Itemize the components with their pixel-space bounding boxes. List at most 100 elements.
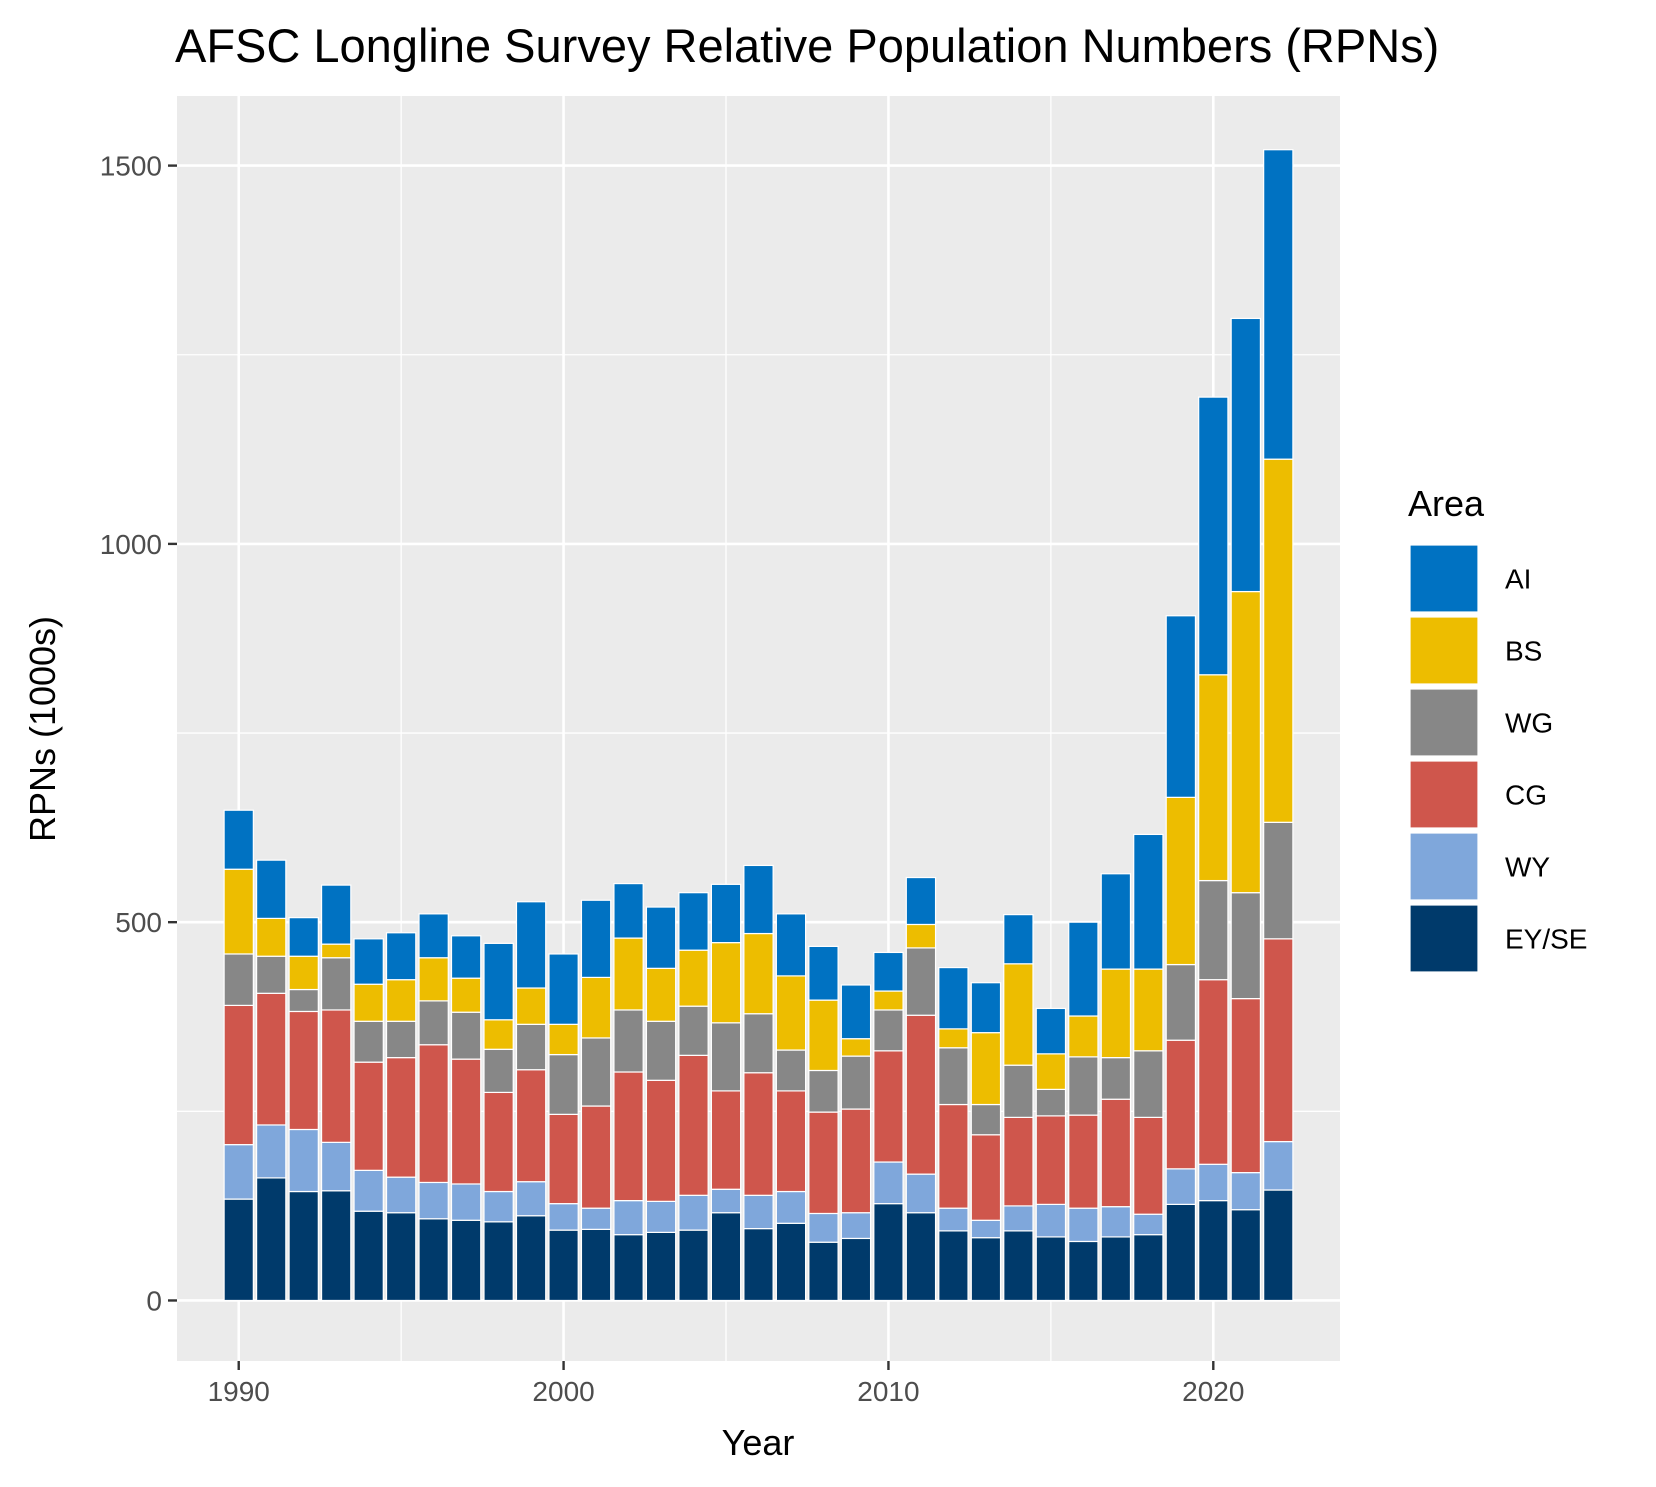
bar-segment-ey-se-2004 xyxy=(678,1229,709,1302)
bar-segment-cg-1995 xyxy=(385,1057,417,1178)
bar-stack-2005 xyxy=(710,883,742,1302)
bar-segment-wy-2017 xyxy=(1100,1206,1132,1238)
bar-segment-wy-2003 xyxy=(645,1200,677,1233)
x-tick-label: 1990 xyxy=(208,1376,270,1407)
y-axis: 0 500 1000 1500 xyxy=(100,151,177,1316)
bar-segment-cg-2016 xyxy=(1068,1114,1099,1209)
bar-segment-bs-2001 xyxy=(580,976,612,1039)
bar-segment-cg-2001 xyxy=(580,1105,612,1209)
bar-segment-wg-2004 xyxy=(678,1005,709,1056)
bar-segment-ai-1990 xyxy=(223,809,254,870)
bar-stack-2018 xyxy=(1133,833,1164,1302)
bar-segment-bs-2007 xyxy=(775,975,807,1051)
bar-segment-wy-2002 xyxy=(613,1200,644,1236)
bar-segment-wy-2004 xyxy=(678,1194,709,1231)
bar-segment-ai-2000 xyxy=(548,953,579,1025)
bar-segment-wg-2019 xyxy=(1165,963,1197,1041)
bar-stack-2021 xyxy=(1230,317,1262,1302)
x-axis-title: Year xyxy=(722,1422,795,1463)
bar-segment-ey-se-2002 xyxy=(613,1234,644,1302)
bar-segment-wg-2012 xyxy=(938,1047,969,1106)
bar-stack-2004 xyxy=(678,892,709,1302)
bar-segment-wg-2014 xyxy=(1003,1064,1034,1118)
bar-segment-ai-2021 xyxy=(1230,317,1262,593)
bar-segment-bs-2011 xyxy=(905,923,937,949)
bar-stack-2010 xyxy=(873,951,904,1302)
bar-stack-2017 xyxy=(1100,873,1132,1302)
bar-segment-wy-2016 xyxy=(1068,1207,1099,1243)
bar-segment-wg-2002 xyxy=(613,1009,644,1073)
y-tick-label: 1000 xyxy=(100,529,162,560)
bar-segment-ai-2012 xyxy=(938,966,969,1030)
legend-key-bs xyxy=(1409,616,1479,685)
bar-segment-ai-2010 xyxy=(873,951,904,992)
bar-segment-ai-2017 xyxy=(1100,873,1132,970)
bar-stack-2007 xyxy=(775,913,807,1302)
bars xyxy=(223,149,1294,1302)
bar-segment-wg-1993 xyxy=(320,957,352,1011)
bar-stack-2022 xyxy=(1263,149,1294,1302)
bar-segment-wg-2010 xyxy=(873,1009,904,1052)
bar-segment-ai-2004 xyxy=(678,892,709,951)
bar-segment-ey-se-2003 xyxy=(645,1231,677,1302)
bar-stack-2009 xyxy=(840,984,872,1302)
bar-segment-bs-1993 xyxy=(320,943,352,959)
bar-segment-ey-se-1999 xyxy=(515,1215,547,1302)
bar-segment-ey-se-2022 xyxy=(1263,1189,1294,1302)
bar-segment-ey-se-2005 xyxy=(710,1212,742,1302)
bar-segment-cg-2002 xyxy=(613,1071,644,1202)
bar-segment-bs-2018 xyxy=(1133,968,1164,1052)
bar-segment-wy-2005 xyxy=(710,1188,742,1214)
bar-segment-wg-2017 xyxy=(1100,1057,1132,1100)
bar-segment-ey-se-2008 xyxy=(808,1241,839,1302)
bar-segment-cg-2017 xyxy=(1100,1098,1132,1208)
bar-segment-wy-1995 xyxy=(385,1176,417,1214)
bar-segment-cg-1992 xyxy=(288,1010,319,1131)
legend-key-wg xyxy=(1409,688,1479,757)
bar-segment-bs-2008 xyxy=(808,999,839,1072)
bar-segment-cg-1996 xyxy=(418,1044,449,1184)
bar-segment-ai-2007 xyxy=(775,913,807,977)
bar-segment-bs-1994 xyxy=(353,983,384,1022)
bar-segment-bs-1992 xyxy=(288,955,319,991)
bar-segment-ai-1996 xyxy=(418,913,449,959)
bar-stack-2015 xyxy=(1035,1007,1067,1302)
bar-segment-ey-se-2014 xyxy=(1003,1230,1034,1302)
legend-key-wy xyxy=(1409,832,1479,901)
bar-segment-cg-2011 xyxy=(905,1014,937,1175)
bar-stack-2016 xyxy=(1068,921,1099,1302)
bar-segment-cg-1999 xyxy=(515,1069,547,1183)
bar-segment-wy-2006 xyxy=(743,1194,774,1230)
bar-stack-2020 xyxy=(1198,396,1229,1302)
bar-segment-wy-1994 xyxy=(353,1169,384,1212)
bar-stack-2019 xyxy=(1165,615,1197,1302)
bar-segment-ey-se-2018 xyxy=(1133,1234,1164,1302)
bar-segment-wg-2003 xyxy=(645,1020,677,1081)
bar-stack-1992 xyxy=(288,917,319,1302)
bar-segment-bs-2004 xyxy=(678,949,709,1007)
bar-segment-ey-se-2009 xyxy=(840,1237,872,1302)
bar-segment-ey-se-1996 xyxy=(418,1218,449,1302)
bar-segment-wg-2013 xyxy=(970,1103,1002,1136)
bar-stack-2006 xyxy=(743,864,774,1302)
bar-segment-ey-se-2012 xyxy=(938,1230,969,1302)
bar-segment-wg-2000 xyxy=(548,1053,579,1115)
bar-stack-2013 xyxy=(970,982,1002,1302)
legend-title: Area xyxy=(1408,483,1485,524)
bar-segment-cg-2013 xyxy=(970,1134,1002,1221)
chart-title: AFSC Longline Survey Relative Population… xyxy=(175,19,1440,72)
bar-segment-cg-1991 xyxy=(255,992,287,1126)
bar-stack-2002 xyxy=(613,882,644,1302)
bar-segment-ai-1991 xyxy=(255,859,287,920)
bar-segment-wg-1990 xyxy=(223,953,254,1007)
bar-segment-ey-se-2016 xyxy=(1068,1240,1099,1302)
bar-segment-ai-2002 xyxy=(613,882,644,939)
bar-stack-2011 xyxy=(905,876,937,1302)
bar-segment-wg-1998 xyxy=(483,1048,514,1094)
bar-segment-ey-se-2007 xyxy=(775,1222,807,1302)
bar-segment-wg-2005 xyxy=(710,1022,742,1092)
bar-segment-wy-1999 xyxy=(515,1181,547,1217)
bar-segment-ey-se-1997 xyxy=(450,1219,482,1302)
legend-label-ai: AI xyxy=(1505,564,1531,595)
bar-segment-cg-2019 xyxy=(1165,1039,1197,1170)
